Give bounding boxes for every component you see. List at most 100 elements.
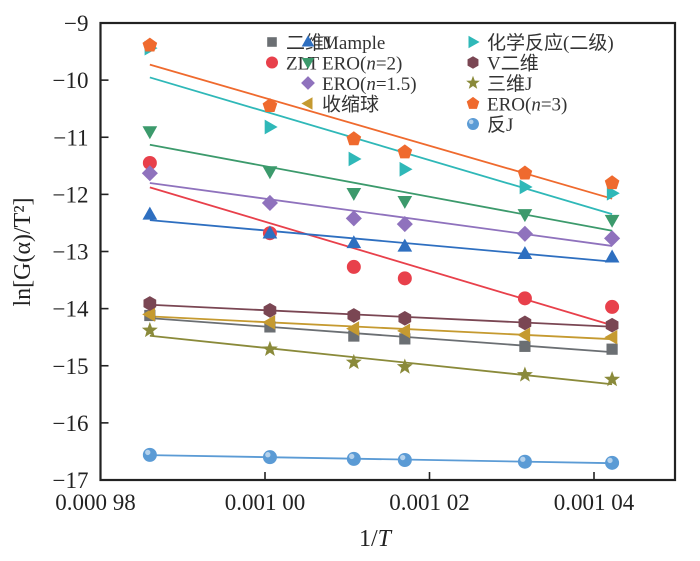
data-point-mample [346,235,362,249]
legend-label: ZLT [286,54,319,75]
data-point-反j [605,455,620,470]
data-point-zlt [346,259,361,274]
legend-marker-三维j [466,75,480,89]
data-point-zlt [142,155,157,170]
data-point-收缩球 [142,306,156,322]
y-tick-label: −15 [53,354,89,379]
fit-lines [149,63,613,465]
data-point-二维j [348,330,360,342]
legend-label: ERO(n=3) [487,95,567,116]
data-point-三维j [396,358,413,374]
y-axis-title: ln[G(α)/T²] [10,197,36,306]
legend-marker-ero-n-2 [301,58,315,70]
data-point-ero-n-1-5 [396,216,413,233]
data-point-ero-n-1-5 [516,225,533,242]
data-point-化学反应-二级 [264,119,278,135]
data-point-三维j [345,353,362,370]
legend-label: 化学反应(二级) [487,32,614,54]
data-point-反j [397,453,412,468]
data-point-化学反应-二级 [348,151,362,167]
data-point-反j [346,451,361,466]
data-point-mample [397,238,413,252]
legend-label: ERO(n=2) [322,54,402,75]
legend-item: 三维J [466,73,532,95]
fit-line-zlt [149,186,613,327]
fit-line-ero-n-3 [149,63,613,200]
data-point-v二维 [263,302,277,318]
data-point-反j [517,454,532,469]
legend-marker-二维j [267,37,277,47]
data-point-二维j [606,343,618,355]
data-markers [141,37,621,470]
data-point-v二维 [143,296,157,311]
data-point-收缩球 [604,329,618,345]
legend-marker-mample [301,35,315,47]
data-point-mample [142,206,158,220]
data-point-mample [262,225,278,239]
data-point-收缩球 [346,321,360,336]
legend-label: Mample [322,33,385,54]
y-tick-label: −16 [53,411,89,436]
data-point-二维j [399,333,411,345]
data-point-ero-n-3 [397,144,413,159]
data-point-反j [142,447,157,462]
legend: 二维JZLTMampleERO(n=2)ERO(n=1.5)收缩球化学反应(二级… [266,32,614,136]
data-point-v二维 [347,308,361,323]
legend-item: 反J [467,114,513,136]
legend-marker-ero-n-1-5 [301,76,315,90]
data-point-v二维 [518,315,532,331]
legend-item: Mample [301,33,385,54]
legend-marker-zlt [266,56,278,69]
data-point-ero-n-3 [346,131,362,146]
data-point-收缩球 [397,323,411,339]
y-tick-label: −13 [53,240,89,265]
x-tick-label: 0.001 04 [554,490,635,515]
legend-marker-反j [467,118,479,130]
data-point-三维j [261,340,278,356]
x-axis-title: 1/T [359,526,393,552]
fit-line-反j [149,454,613,465]
data-point-ero-n-1-5 [261,194,278,211]
fit-line-二维j [149,317,613,354]
data-point-收缩球 [262,314,276,330]
fit-line-ero-n-2 [149,143,613,232]
data-point-二维j [519,340,531,352]
data-point-ero-n-2 [142,126,158,140]
legend-item: 化学反应(二级) [468,32,614,54]
legend-item: 收缩球 [301,94,379,116]
y-tick-label: −17 [53,468,89,493]
legend-marker-ero-n-3 [466,96,480,109]
data-point-zlt [397,271,412,286]
data-point-zlt [517,291,532,306]
data-point-化学反应-二级 [399,161,413,177]
y-tick-label: −9 [64,11,88,36]
legend-label: V二维 [487,53,539,75]
legend-label: 反J [487,114,513,136]
data-point-化学反应-二级 [606,185,620,201]
data-point-ero-n-3 [142,37,158,52]
legend-marker-v二维 [467,56,479,69]
legend-item: ERO(n=2) [301,54,402,75]
y-tick-label: −14 [53,297,89,322]
data-point-化学反应-二级 [519,179,533,195]
data-point-ero-n-1-5 [604,230,621,247]
fit-line-mample [149,219,613,263]
data-point-ero-n-3 [262,98,278,113]
legend-label: ERO(n=1.5) [322,74,417,95]
data-point-ero-n-3 [517,165,533,180]
data-point-mample [517,246,533,260]
fit-line-v二维 [149,303,613,328]
legend-marker-收缩球 [301,97,313,110]
fit-line-收缩球 [149,315,613,341]
legend-item: V二维 [467,53,539,75]
data-point-二维j [264,321,276,333]
x-tick-label: 0.001 00 [225,490,306,515]
legend-label: 收缩球 [322,94,379,116]
data-point-ero-n-2 [604,214,620,228]
data-point-三维j [604,371,621,387]
data-point-v二维 [605,317,619,333]
data-point-ero-n-2 [262,166,278,180]
fit-line-ero-n-1-5 [149,182,613,247]
data-point-反j [262,450,277,465]
